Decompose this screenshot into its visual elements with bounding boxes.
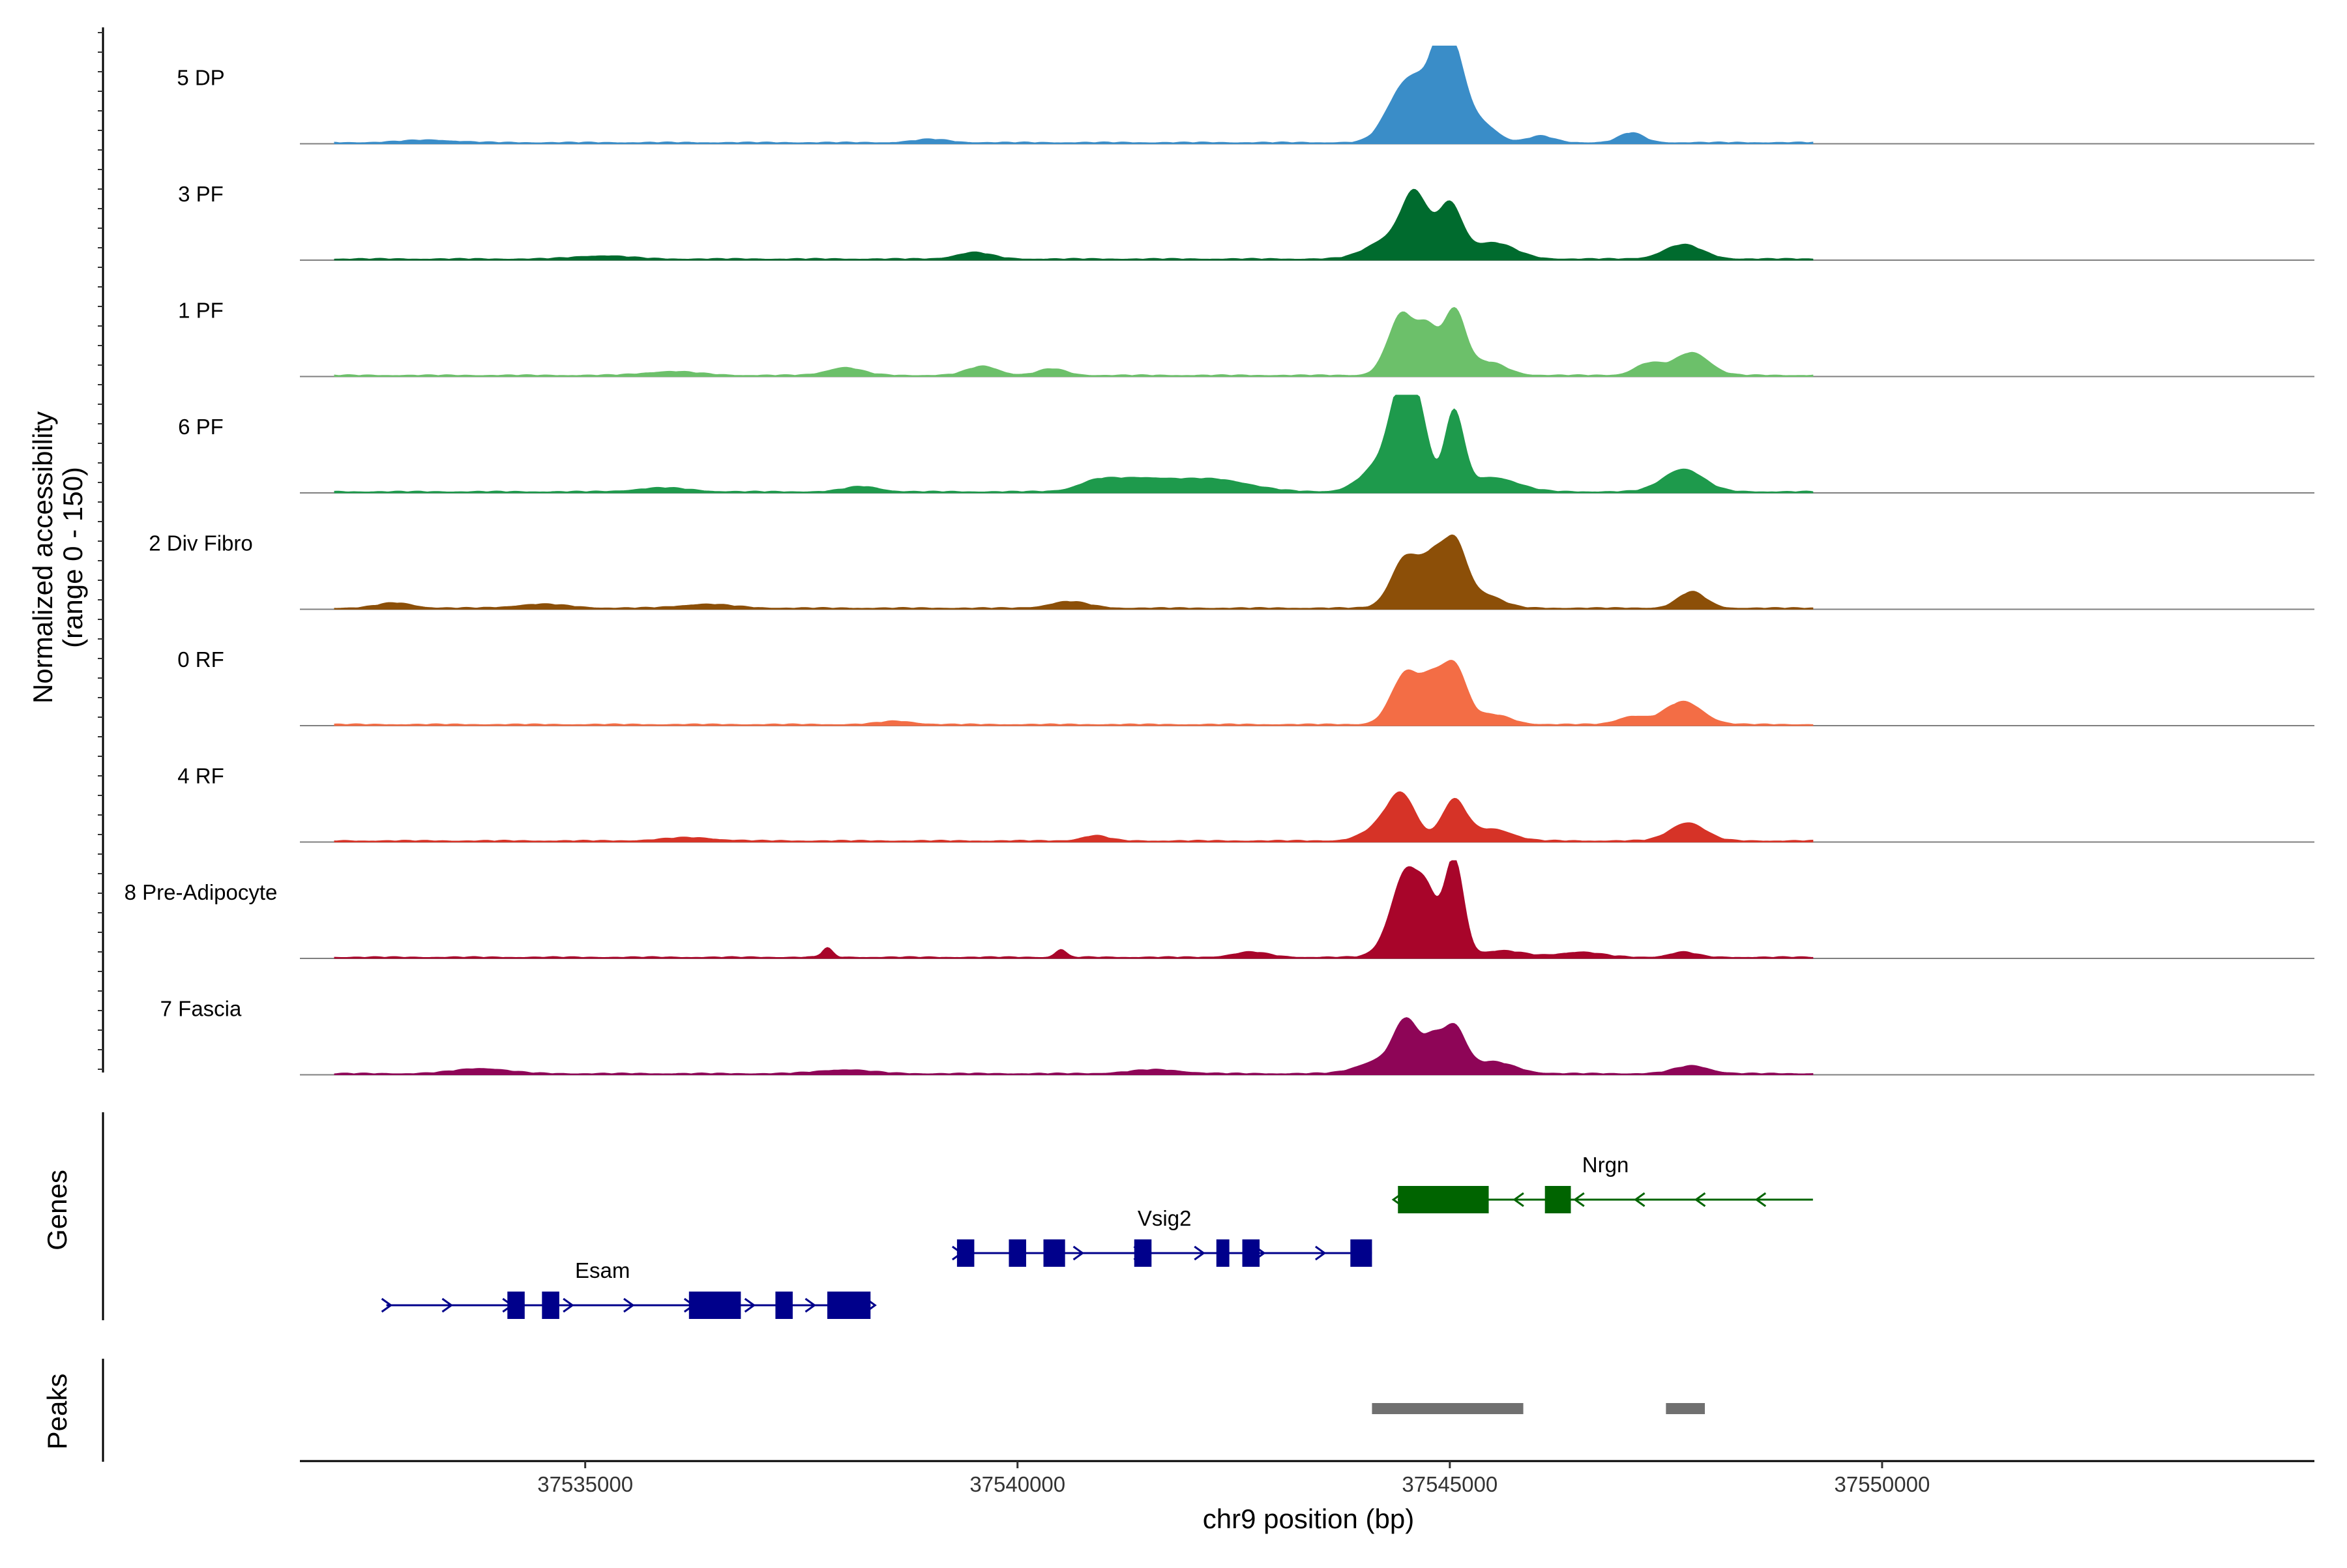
track-5-dp: 5 DP <box>177 46 2314 145</box>
peak-region <box>1666 1403 1705 1414</box>
track-8-pre-adipocyte: 8 Pre-Adipocyte <box>125 860 2314 959</box>
coverage-area <box>334 660 1814 726</box>
genes-panel-title: Genes <box>42 1170 72 1250</box>
coverage-area <box>334 860 1814 959</box>
track-2-div-fibro: 2 Div Fibro <box>149 531 2314 610</box>
peak-region <box>1372 1403 1524 1414</box>
gene-esam: Esam <box>381 1258 877 1319</box>
exon <box>542 1292 559 1319</box>
track-label: 4 RF <box>177 764 224 788</box>
x-tick-label: 37545000 <box>1402 1472 1498 1496</box>
x-tick-label: 37540000 <box>969 1472 1065 1496</box>
track-label: 8 Pre-Adipocyte <box>125 880 278 904</box>
exon <box>688 1292 741 1319</box>
strand-arrow <box>1633 1192 1646 1207</box>
strand-arrow <box>1315 1245 1327 1261</box>
track-label: 3 PF <box>178 182 224 206</box>
track-label: 0 RF <box>177 647 224 672</box>
track-label: 2 Div Fibro <box>149 531 253 555</box>
strand-arrow <box>1513 1192 1524 1207</box>
gene-vsig2: Vsig2 <box>952 1206 1372 1267</box>
strand-arrow <box>1694 1192 1706 1207</box>
track-label: 7 Fascia <box>160 997 242 1021</box>
gene-label: Nrgn <box>1582 1153 1629 1177</box>
x-tick-label: 37535000 <box>537 1472 633 1496</box>
coverage-area <box>334 306 1814 377</box>
x-axis-ticks: 37535000 37540000 37545000 37550000 <box>537 1461 1930 1496</box>
exon <box>507 1292 525 1319</box>
coverage-area <box>334 394 1814 494</box>
strand-arrow <box>563 1297 574 1313</box>
strand-arrow <box>381 1297 393 1313</box>
exon <box>1134 1239 1152 1267</box>
coverage-area <box>334 1017 1814 1075</box>
exon <box>1242 1239 1260 1267</box>
x-tick-label: 37550000 <box>1834 1472 1930 1496</box>
exon <box>1043 1239 1065 1267</box>
gene-label: Vsig2 <box>1138 1206 1192 1230</box>
track-4-rf: 4 RF <box>177 764 2314 843</box>
track-label: 1 PF <box>178 299 224 323</box>
strand-arrow <box>1072 1245 1085 1261</box>
coverage-area <box>334 534 1814 610</box>
gene-nrgn: Nrgn <box>1391 1153 1813 1213</box>
strand-arrow <box>1573 1192 1585 1207</box>
track-6-pf: 6 PF <box>178 394 2314 494</box>
x-axis-title: chr9 position (bp) <box>1203 1503 1415 1534</box>
strand-arrow <box>441 1297 454 1313</box>
exon <box>1350 1239 1372 1267</box>
strand-arrow <box>1754 1192 1767 1207</box>
peaks-panel-title: Peaks <box>42 1374 72 1450</box>
track-1-pf: 1 PF <box>178 299 2314 377</box>
coverage-area <box>334 46 1814 144</box>
strand-arrow <box>1194 1245 1205 1261</box>
track-7-fascia: 7 Fascia <box>160 997 2314 1076</box>
gene-annotations: Esam Vsig2 Nrgn <box>381 1153 1813 1319</box>
strand-arrow <box>623 1297 635 1313</box>
exon <box>827 1292 871 1319</box>
track-label: 5 DP <box>177 66 224 90</box>
y-axis-ticks <box>98 32 103 1070</box>
y-axis-title-line2: (range 0 - 150) <box>57 467 88 648</box>
exon <box>1009 1239 1026 1267</box>
track-label: 6 PF <box>178 415 224 439</box>
exon <box>775 1292 793 1319</box>
exon <box>1398 1186 1489 1213</box>
coverage-area <box>334 791 1814 842</box>
exon <box>1216 1239 1230 1267</box>
coverage-area <box>334 188 1814 261</box>
track-0-rf: 0 RF <box>177 647 2314 726</box>
exon <box>956 1239 975 1267</box>
gene-label: Esam <box>575 1258 630 1282</box>
strand-arrow <box>744 1297 756 1313</box>
exon <box>1544 1186 1571 1213</box>
strand-arrow <box>804 1297 817 1313</box>
accessibility-tracks: 5 DP 3 PF 1 PF 6 PF 2 Div Fibro 0 RF 4 RF 8 Pre… <box>125 46 2314 1076</box>
y-axis-title-line1: Normalized accessibility <box>27 411 58 703</box>
peak-regions <box>1372 1403 1705 1414</box>
track-3-pf: 3 PF <box>178 182 2314 261</box>
